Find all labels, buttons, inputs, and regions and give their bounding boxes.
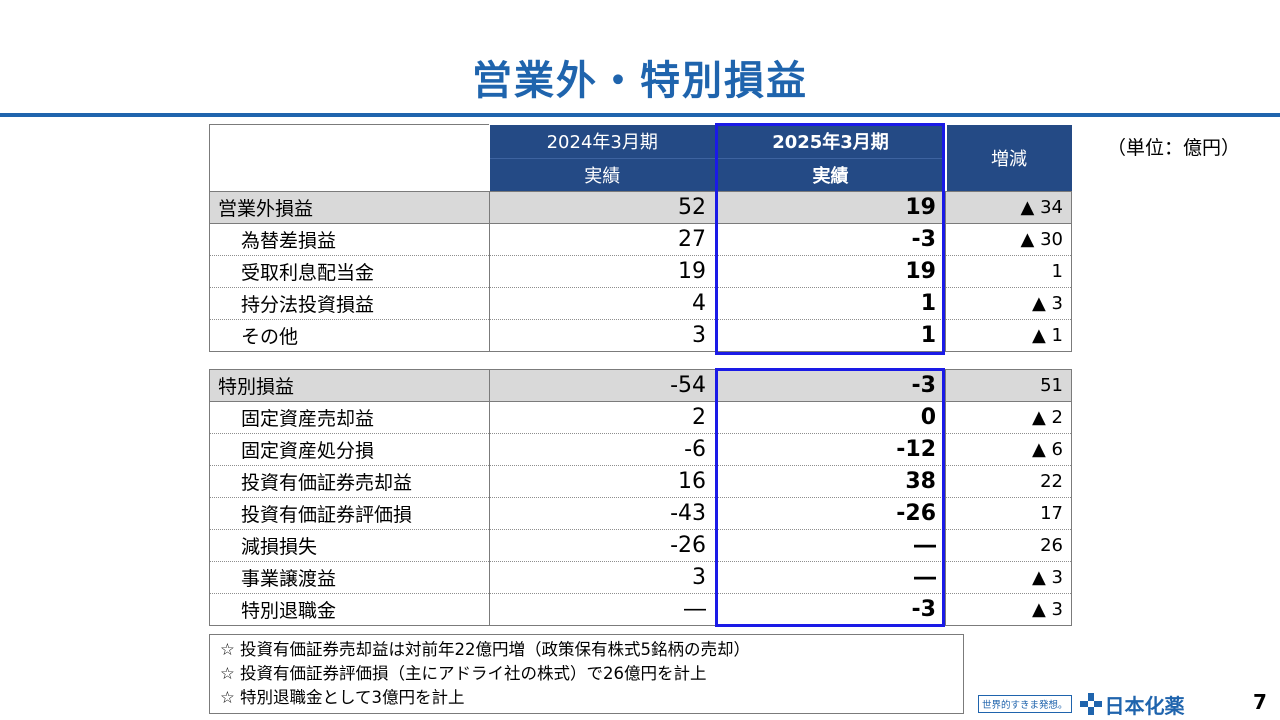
row-label: 特別退職金: [209, 593, 490, 626]
fy2024-value: -26: [489, 529, 716, 562]
header-fy2024-period: 2024年3月期: [489, 124, 716, 159]
row-label: 持分法投資損益: [209, 287, 490, 320]
row-label: 投資有価証券評価損: [209, 497, 490, 530]
table-header: 2024年3月期 2025年3月期 増減 実績 実績: [209, 124, 1072, 193]
change-value: ▲ 3: [945, 561, 1072, 594]
fy2024-value: -43: [489, 497, 716, 530]
fy2025-value: -26: [715, 497, 946, 530]
fy2025-value: 19: [715, 191, 946, 224]
page-number: 7: [1253, 690, 1267, 714]
table-row: 減損損失 -26 ― 26: [209, 529, 1072, 562]
fy2025-highlight-frame-upper: [715, 123, 945, 355]
fy2024-value: 19: [489, 255, 716, 288]
table-row: 固定資産処分損 -6 -12 ▲ 6: [209, 433, 1072, 466]
table-row: 特別退職金 ― -3 ▲ 3: [209, 593, 1072, 626]
table-row: 投資有価証券評価損 -43 -26 17: [209, 497, 1072, 530]
fy2024-value: 16: [489, 465, 716, 498]
row-label: 特別損益: [209, 369, 490, 402]
fy2024-value: 52: [489, 191, 716, 224]
header-change: 増減: [944, 124, 1072, 192]
change-value: 22: [945, 465, 1072, 498]
table-row: 受取利息配当金 19 19 1: [209, 255, 1072, 288]
fy2025-value: ―: [715, 529, 946, 562]
header-fy2024-actual: 実績: [489, 158, 716, 193]
row-label: 事業譲渡益: [209, 561, 490, 594]
fy2024-value: 27: [489, 223, 716, 256]
row-label: 投資有価証券売却益: [209, 465, 490, 498]
fy2025-value: -12: [715, 433, 946, 466]
fy2024-value: -6: [489, 433, 716, 466]
slogan: 世界的すきま発想。: [978, 695, 1072, 713]
table-row: その他 3 1 ▲ 1: [209, 319, 1072, 352]
fy2025-value: 0: [715, 401, 946, 434]
fy2025-value: -3: [715, 369, 946, 402]
change-value: ▲ 34: [945, 191, 1072, 224]
fy2025-value: ―: [715, 561, 946, 594]
change-value: ▲ 3: [945, 287, 1072, 320]
note-item: ☆ 投資有価証券売却益は対前年22億円増（政策保有株式5銘柄の売却）: [220, 640, 751, 659]
row-label: その他: [209, 319, 490, 352]
fy2024-value: ―: [489, 593, 716, 626]
change-value: 51: [945, 369, 1072, 402]
company-logo: 世界的すきま発想。 日本化薬: [978, 692, 1185, 718]
table-row: 投資有価証券売却益 16 38 22: [209, 465, 1072, 498]
change-value: 26: [945, 529, 1072, 562]
row-label: 固定資産売却益: [209, 401, 490, 434]
fy2024-value: 3: [489, 319, 716, 352]
fy2024-value: 2: [489, 401, 716, 434]
table-row: 固定資産売却益 2 0 ▲ 2: [209, 401, 1072, 434]
header-blank-cell: [209, 124, 490, 193]
change-value: 17: [945, 497, 1072, 530]
header-fy2025-actual: 実績: [714, 158, 946, 193]
row-label: 減損損失: [209, 529, 490, 562]
row-label: 為替差損益: [209, 223, 490, 256]
title-rule: [0, 113, 1280, 117]
change-value: 1: [945, 255, 1072, 288]
change-value: ▲ 30: [945, 223, 1072, 256]
table-row: 事業譲渡益 3 ― ▲ 3: [209, 561, 1072, 594]
change-value: ▲ 6: [945, 433, 1072, 466]
fy2024-value: 3: [489, 561, 716, 594]
header-fy2025-period: 2025年3月期: [714, 124, 946, 159]
table-row: 持分法投資損益 4 1 ▲ 3: [209, 287, 1072, 320]
table-row: 営業外損益 52 19 ▲ 34: [209, 191, 1072, 224]
fy2025-value: 1: [715, 319, 946, 352]
extraordinary-table: 特別損益 -54 -3 51 固定資産売却益 2 0 ▲ 2 固定資産処分損 -…: [209, 369, 1072, 626]
table-row: 為替差損益 27 -3 ▲ 30: [209, 223, 1072, 256]
fy2025-value: 19: [715, 255, 946, 288]
non-operating-table: 営業外損益 52 19 ▲ 34 為替差損益 27 -3 ▲ 30 受取利息配当…: [209, 191, 1072, 352]
brand-mark-icon: [1079, 693, 1102, 715]
change-value: ▲ 1: [945, 319, 1072, 352]
fy2024-value: -54: [489, 369, 716, 402]
row-label: 固定資産処分損: [209, 433, 490, 466]
notes-box: ☆ 投資有価証券売却益は対前年22億円増（政策保有株式5銘柄の売却） ☆ 投資有…: [209, 634, 964, 714]
fy2025-value: 1: [715, 287, 946, 320]
fy2024-value: 4: [489, 287, 716, 320]
change-value: ▲ 3: [945, 593, 1072, 626]
change-value: ▲ 2: [945, 401, 1072, 434]
row-label: 営業外損益: [209, 191, 490, 224]
unit-label: （単位：億円）: [1107, 137, 1241, 159]
page-title: 営業外・特別損益: [472, 58, 808, 104]
row-label: 受取利息配当金: [209, 255, 490, 288]
fy2025-value: -3: [715, 223, 946, 256]
table-row: 特別損益 -54 -3 51: [209, 369, 1072, 402]
fy2025-highlight-frame-lower: [715, 368, 945, 627]
note-item: ☆ 投資有価証券評価損（主にアドライ社の株式）で26億円を計上: [220, 664, 707, 683]
note-item: ☆ 特別退職金として3億円を計上: [220, 688, 465, 707]
brand-name: 日本化薬: [1104, 693, 1185, 718]
fy2025-value: 38: [715, 465, 946, 498]
